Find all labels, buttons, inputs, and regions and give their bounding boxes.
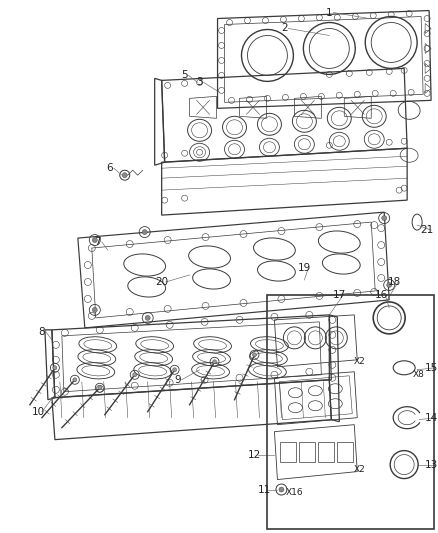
Text: 15: 15: [424, 363, 438, 373]
Text: 5: 5: [181, 70, 188, 80]
Circle shape: [98, 386, 102, 390]
Text: 9: 9: [174, 375, 181, 385]
Circle shape: [142, 230, 147, 235]
Text: 20: 20: [155, 277, 168, 287]
Text: X8: X8: [413, 370, 425, 379]
Circle shape: [212, 360, 216, 364]
Text: 18: 18: [388, 277, 401, 287]
Circle shape: [279, 487, 284, 492]
Text: 10: 10: [32, 407, 45, 417]
Circle shape: [53, 366, 57, 370]
Text: 13: 13: [424, 459, 438, 470]
Text: 7: 7: [95, 237, 101, 247]
Text: 12: 12: [248, 450, 261, 459]
Circle shape: [92, 238, 97, 243]
Text: 21: 21: [420, 225, 434, 235]
Text: 11: 11: [258, 484, 271, 495]
Text: 3: 3: [196, 77, 203, 87]
Circle shape: [122, 173, 127, 177]
Text: 17: 17: [333, 290, 346, 300]
Text: 8: 8: [39, 327, 45, 337]
Bar: [268, 295, 434, 529]
Text: 2: 2: [281, 23, 288, 34]
Text: X2: X2: [353, 465, 365, 474]
Circle shape: [133, 373, 137, 377]
Circle shape: [381, 216, 387, 221]
Circle shape: [92, 308, 97, 312]
Text: 1: 1: [326, 7, 332, 18]
Text: 19: 19: [298, 263, 311, 273]
Text: 16: 16: [374, 290, 388, 300]
Circle shape: [173, 368, 177, 372]
Circle shape: [73, 378, 77, 382]
Text: 6: 6: [106, 163, 113, 173]
Text: 14: 14: [424, 413, 438, 423]
Text: X2: X2: [353, 357, 365, 366]
Circle shape: [387, 282, 392, 287]
Circle shape: [252, 353, 257, 357]
Text: X16: X16: [286, 488, 303, 497]
Circle shape: [145, 316, 150, 320]
